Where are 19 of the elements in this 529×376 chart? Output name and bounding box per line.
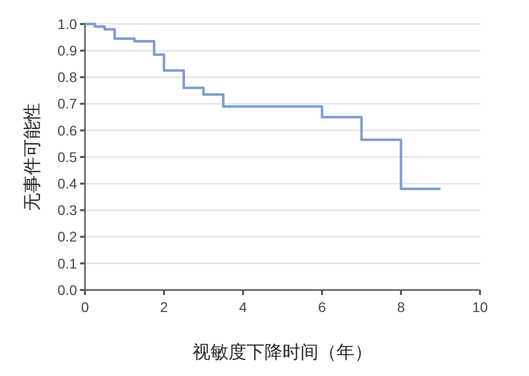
y-tick-label: 1.0	[58, 16, 78, 32]
y-tick-label: 0.3	[58, 202, 78, 218]
y-tick-label: 0.4	[58, 176, 78, 192]
x-tick-label: 4	[239, 299, 248, 315]
y-tick-label: 0.0	[58, 282, 78, 298]
x-axis-title: 视敏度下降时间（年）	[192, 342, 372, 363]
x-tick-label: 8	[397, 299, 406, 315]
y-tick-label: 0.6	[58, 122, 78, 138]
x-tick-label: 2	[160, 299, 168, 315]
y-tick-label: 0.7	[58, 96, 78, 112]
y-tick-label: 0.2	[58, 228, 78, 245]
y-tick-label: 0.9	[58, 42, 78, 58]
y-tick-label: 0.8	[58, 69, 78, 86]
x-tick-label: 0	[81, 299, 90, 315]
x-tick-label: 6	[318, 299, 326, 315]
y-axis-title: 无事件可能性	[22, 103, 43, 211]
x-tick-label: 10	[472, 299, 488, 315]
y-tick-label: 0.1	[58, 255, 78, 272]
y-tick-label: 0.5	[58, 148, 78, 165]
